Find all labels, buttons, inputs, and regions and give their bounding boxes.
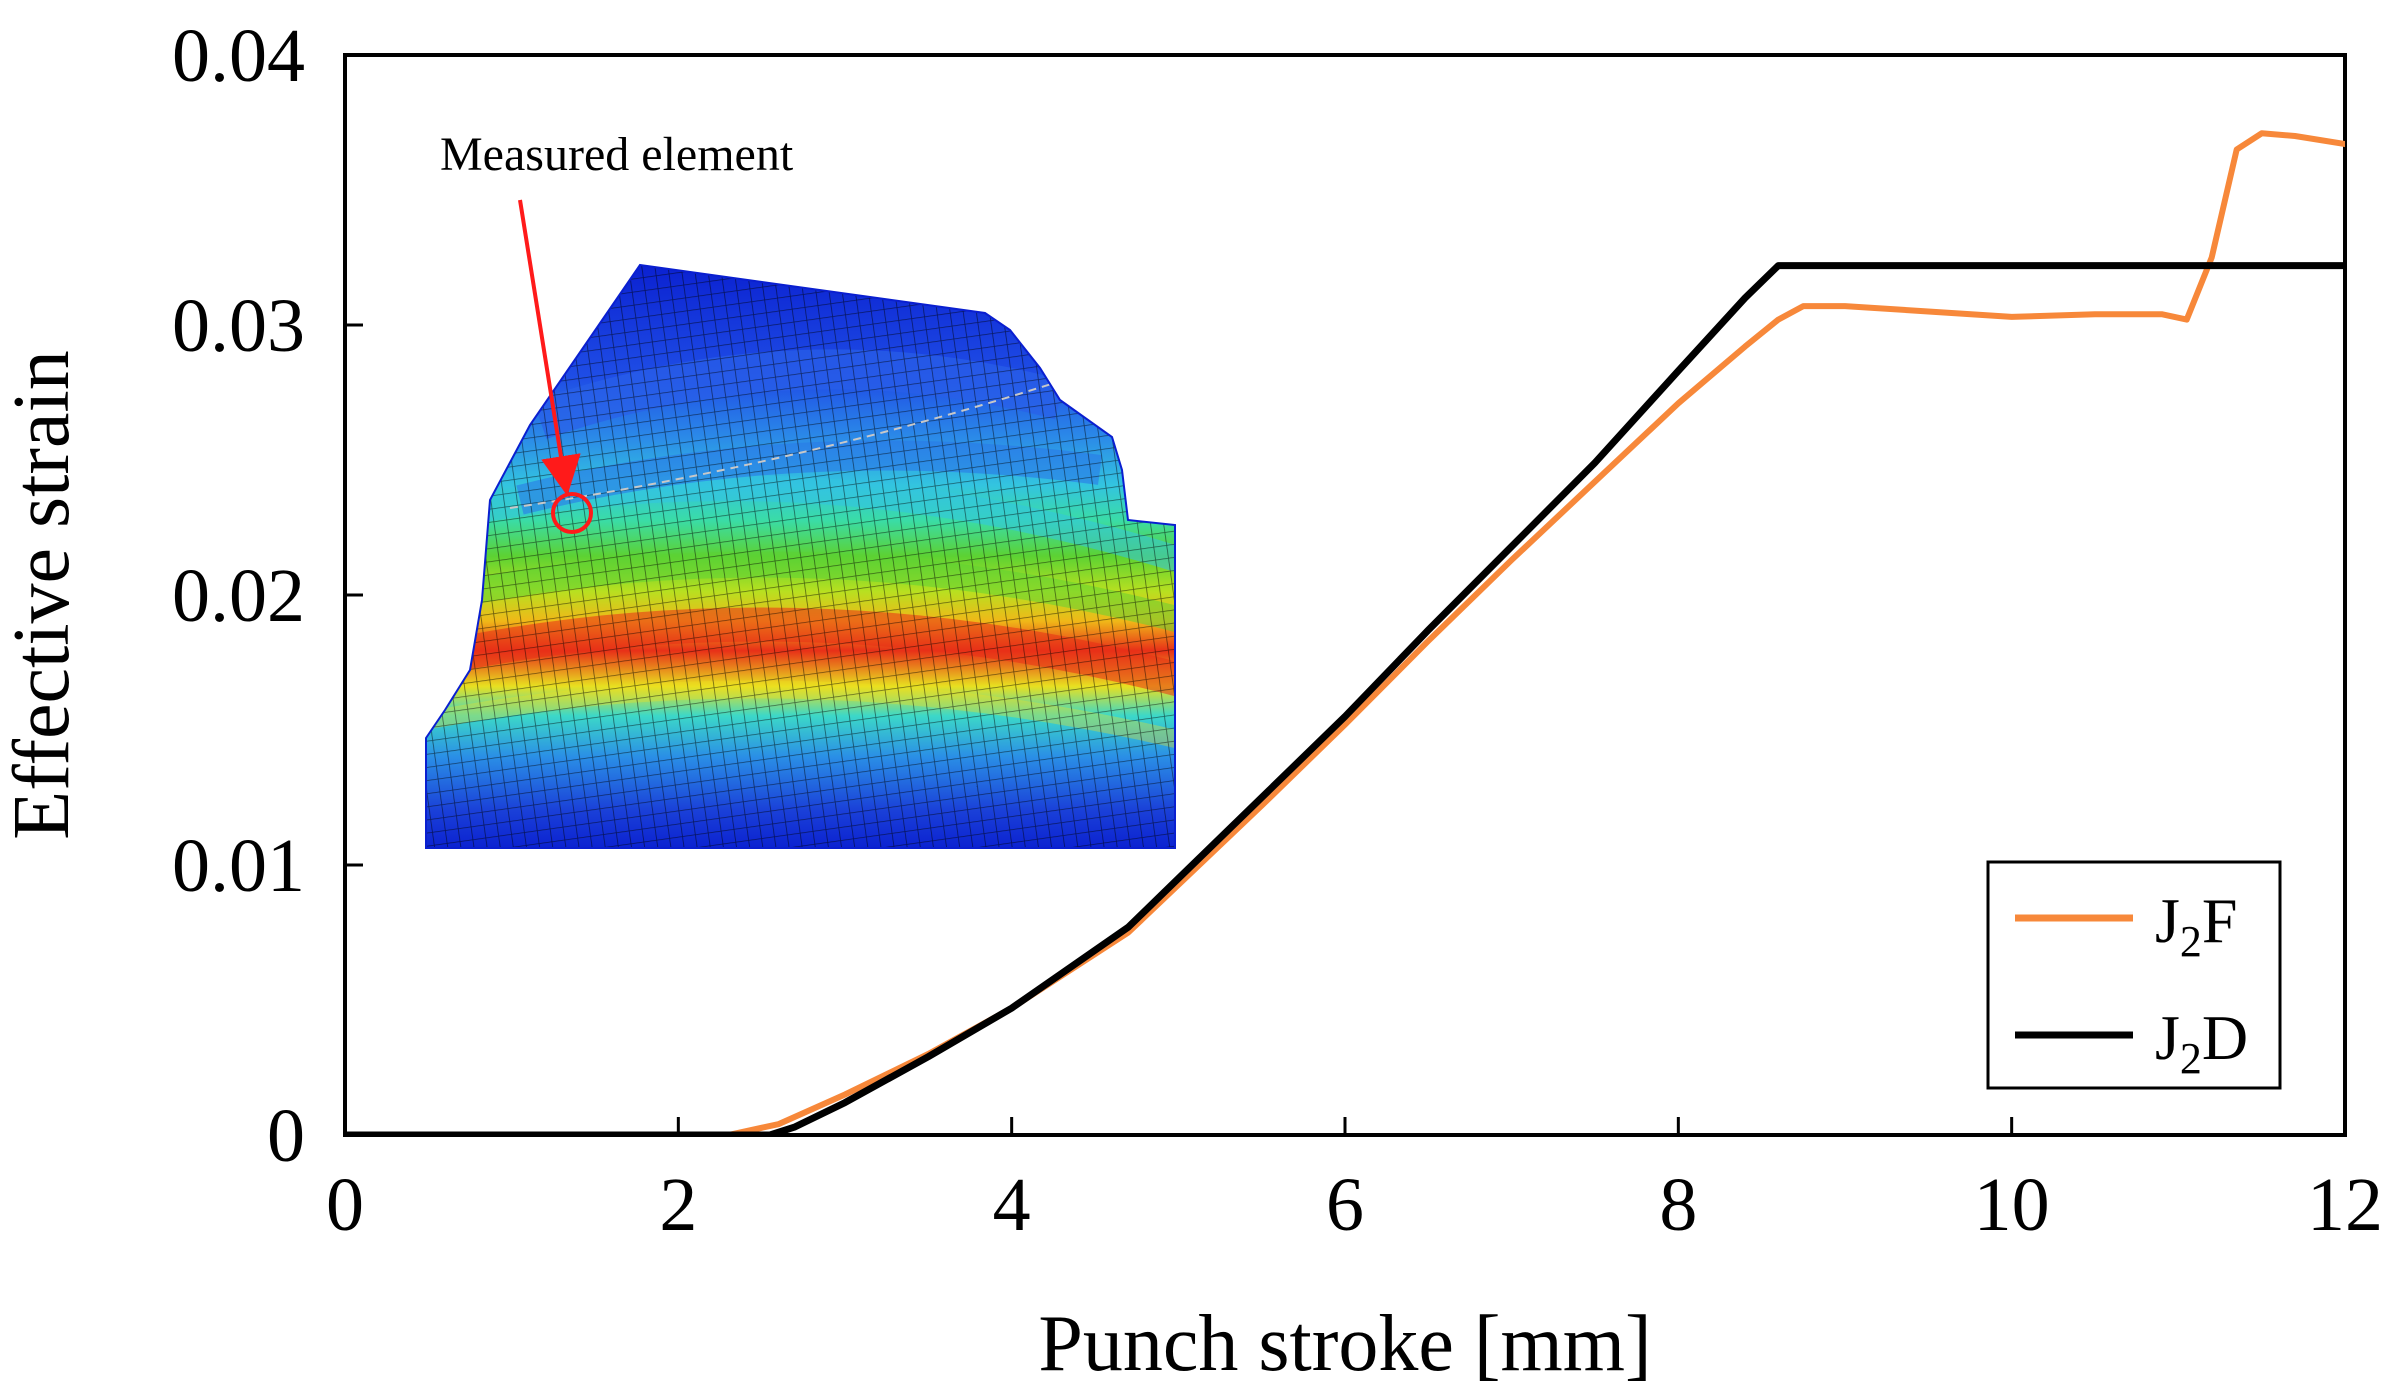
legend: J2F J2D xyxy=(1986,860,2282,1090)
axis-ticks xyxy=(343,53,2347,1137)
series-lines xyxy=(345,130,2345,1135)
y-tick-label: 0.02 xyxy=(172,554,305,638)
legend-label-j2d: J2D xyxy=(2155,1002,2248,1083)
x-tick-label: 6 xyxy=(1326,1163,1364,1247)
x-tick-label: 10 xyxy=(1974,1163,2050,1247)
mesh-grid-lines xyxy=(426,265,1175,848)
tick-labels: 0 2 4 6 8 10 12 0 0.01 0.02 0.03 0.04 xyxy=(172,14,2383,1247)
measured-element-label: Measured element xyxy=(440,128,794,181)
measured-element-arrow xyxy=(518,199,581,496)
mesh-outline xyxy=(425,263,1176,849)
y-tick-label: 0.01 xyxy=(172,824,305,908)
y-tick-label: 0.04 xyxy=(172,14,305,98)
legend-box xyxy=(1986,860,2282,1090)
y-tick-label: 0 xyxy=(267,1094,305,1178)
x-tick-label: 2 xyxy=(659,1163,697,1247)
series-line-j2d xyxy=(345,262,2345,1135)
x-tick-label: 0 xyxy=(326,1163,364,1247)
legend-label-j2f: J2F xyxy=(2155,885,2238,966)
x-tick-label: 4 xyxy=(993,1163,1031,1247)
x-axis-label: Punch stroke [mm] xyxy=(1038,1300,1651,1388)
fe-mesh-inset: Measured element xyxy=(425,128,1176,849)
x-tick-label: 8 xyxy=(1659,1163,1697,1247)
y-axis-label: Effective strain xyxy=(0,350,86,839)
y-tick-label: 0.03 xyxy=(172,284,305,368)
x-tick-label: 12 xyxy=(2307,1163,2383,1247)
measured-element-circle xyxy=(551,492,593,534)
